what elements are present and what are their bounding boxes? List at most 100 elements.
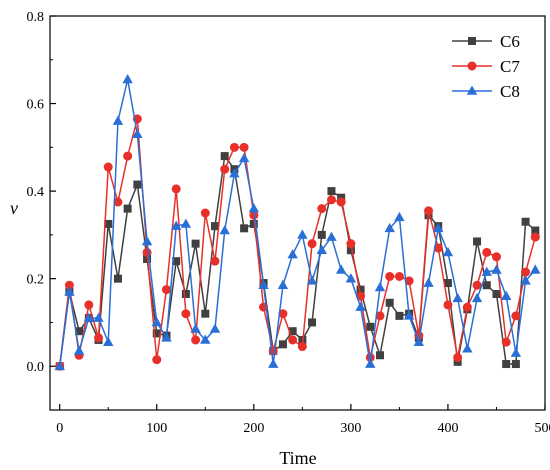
data-point <box>73 345 85 355</box>
data-point <box>394 211 405 222</box>
data-point <box>170 220 182 230</box>
data-point <box>64 286 75 296</box>
data-point <box>424 206 434 216</box>
data-point <box>501 337 511 347</box>
x-tick-label: 300 <box>340 421 361 436</box>
data-point <box>64 280 74 290</box>
data-point <box>258 279 269 290</box>
data-point <box>520 275 531 285</box>
data-point <box>161 332 172 342</box>
data-point <box>521 267 531 277</box>
data-point <box>151 316 162 327</box>
data-point <box>171 184 181 194</box>
legend-item-c7: C7 <box>452 57 520 76</box>
data-point <box>200 208 210 218</box>
data-point <box>521 217 530 226</box>
data-point <box>530 264 541 274</box>
data-point <box>374 281 386 292</box>
data-point <box>404 276 414 286</box>
data-point <box>316 244 327 255</box>
data-point <box>75 327 84 336</box>
data-point <box>238 152 250 163</box>
data-point <box>471 292 483 303</box>
data-point <box>346 246 355 255</box>
data-point <box>481 266 492 276</box>
data-point <box>511 360 520 369</box>
data-point <box>307 239 317 249</box>
data-point <box>492 289 501 298</box>
series-line <box>58 118 537 367</box>
data-point <box>355 301 366 311</box>
data-point <box>433 243 443 253</box>
data-point <box>190 323 201 333</box>
axes: 0 100 200 300 400 500 0.0 0.2 0.4 0.6 0.8 <box>27 10 550 436</box>
data-point <box>201 309 210 318</box>
data-point <box>211 222 219 231</box>
legend-item-c6: C6 <box>452 32 520 51</box>
data-point <box>473 237 482 246</box>
data-point <box>365 358 376 368</box>
data-point <box>122 73 133 84</box>
data-point <box>394 271 404 281</box>
data-point <box>443 279 452 288</box>
data-point <box>277 279 289 290</box>
data-point <box>210 256 220 266</box>
data-point <box>229 142 239 152</box>
data-point <box>423 277 434 287</box>
data-point <box>530 232 540 242</box>
data-point <box>306 275 318 285</box>
series-c7 <box>55 114 540 371</box>
legend-label: C6 <box>500 32 520 51</box>
x-tick-label: 500 <box>535 421 550 436</box>
data-point <box>336 197 346 207</box>
data-point <box>123 204 132 213</box>
data-point <box>511 311 521 321</box>
data-point <box>161 285 171 295</box>
y-tick-label: 0.2 <box>27 273 45 288</box>
y-tick-label: 0.0 <box>27 360 45 375</box>
legend: C6 C7 C8 <box>452 32 520 101</box>
legend-marker <box>468 37 476 45</box>
data-point <box>452 292 463 303</box>
data-point <box>219 225 230 235</box>
data-point <box>491 252 501 262</box>
data-point <box>462 302 472 312</box>
data-point <box>104 219 113 228</box>
y-tick-label: 0.4 <box>27 185 45 200</box>
data-point <box>287 249 298 259</box>
data-point <box>103 336 114 346</box>
data-point <box>268 358 279 368</box>
data-point <box>229 168 240 178</box>
data-point <box>141 235 153 246</box>
data-point <box>142 247 152 257</box>
series-layer <box>54 73 541 371</box>
data-point <box>326 195 336 205</box>
data-point <box>268 346 278 356</box>
data-point <box>133 180 142 189</box>
data-point <box>453 352 463 362</box>
data-point <box>93 312 104 322</box>
data-point <box>531 226 540 235</box>
data-point <box>152 355 162 365</box>
data-point <box>413 336 425 346</box>
legend-item-c8: C8 <box>452 82 520 101</box>
data-point <box>385 271 395 281</box>
data-point <box>112 115 124 125</box>
data-point <box>345 273 357 283</box>
data-point <box>297 229 308 239</box>
data-point <box>375 311 385 321</box>
data-point <box>346 239 356 249</box>
data-point <box>384 222 395 233</box>
data-point <box>103 162 113 172</box>
legend-label: C7 <box>500 57 520 76</box>
series-c6 <box>55 152 540 371</box>
data-point <box>442 246 454 257</box>
data-point <box>491 264 502 274</box>
x-tick-label: 400 <box>437 421 458 436</box>
legend-marker <box>467 61 477 71</box>
data-point <box>249 210 259 220</box>
data-point <box>172 257 181 266</box>
data-point <box>317 204 327 214</box>
data-point <box>327 187 336 196</box>
